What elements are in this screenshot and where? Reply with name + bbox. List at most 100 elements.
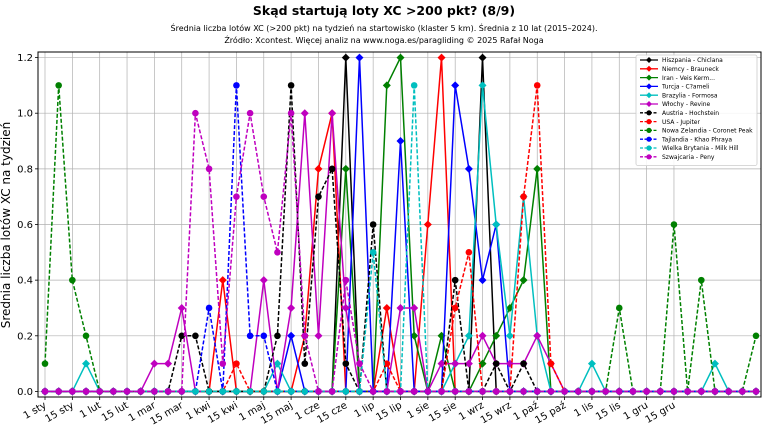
y-tick-label: 1.2	[17, 53, 33, 64]
plot-frame	[37, 51, 762, 398]
legend-box	[635, 54, 758, 166]
data-point	[260, 388, 268, 395]
data-point	[233, 360, 240, 367]
data-point	[547, 388, 555, 395]
data-point	[478, 331, 487, 340]
x-tick-label: 15 sie	[427, 400, 459, 425]
x-tick-label: 15 lip	[374, 400, 404, 423]
data-point	[233, 82, 240, 89]
data-point	[273, 359, 282, 368]
data-point	[505, 303, 514, 312]
chart-subtitle-line-2: Źródło: Xcontest. Więcej analiz na www.n…	[224, 34, 543, 45]
data-point	[437, 53, 446, 62]
grid	[38, 52, 761, 397]
data-point	[492, 360, 500, 367]
data-point	[341, 164, 350, 173]
data-point	[410, 82, 418, 89]
legend-item: Nowa Zelandia - Coronet Peak	[640, 128, 753, 135]
data-point	[369, 249, 377, 256]
data-point	[55, 388, 62, 395]
data-point	[410, 388, 418, 395]
data-point	[451, 359, 460, 368]
legend-item: Hiszpania - Chiclana	[640, 57, 723, 64]
series-line	[45, 113, 756, 393]
data-point	[547, 360, 555, 367]
data-point	[506, 388, 514, 395]
data-point	[451, 276, 459, 284]
data-point	[192, 109, 199, 117]
data-point	[315, 388, 322, 395]
data-point	[82, 388, 90, 395]
data-point	[205, 304, 213, 312]
legend-item: Szwajcaria - Peny	[640, 154, 715, 161]
data-point	[300, 109, 309, 118]
data-point	[301, 332, 309, 340]
legend-marker	[646, 136, 652, 142]
data-point	[424, 388, 432, 395]
legend-marker	[646, 65, 652, 72]
data-point	[178, 388, 186, 395]
data-point	[287, 331, 296, 340]
data-point	[382, 81, 391, 90]
data-point	[177, 303, 186, 312]
data-point	[561, 388, 568, 395]
series-group	[41, 53, 760, 396]
data-point	[369, 221, 377, 228]
x-tick-label: 15 paź	[533, 399, 568, 426]
x-tick-label: 1 lip	[353, 400, 377, 420]
data-point	[396, 53, 405, 62]
data-point	[287, 82, 295, 89]
legend-marker	[646, 83, 652, 90]
data-point	[328, 165, 336, 173]
data-point	[355, 53, 364, 62]
data-point	[69, 388, 76, 395]
legend-label: Iran - Veis Kerm...	[662, 75, 715, 82]
data-point	[233, 193, 240, 200]
data-point	[478, 81, 487, 90]
data-point	[670, 221, 678, 228]
data-point	[205, 165, 213, 173]
data-point	[519, 276, 528, 285]
legend-item: Brazylia - Formosa	[640, 92, 718, 99]
data-point	[478, 276, 487, 285]
data-point	[505, 331, 514, 340]
data-point	[629, 388, 637, 395]
y-tick-label: 0.6	[17, 220, 33, 231]
data-point	[698, 276, 705, 284]
legend-item: Austria - Hochstein	[640, 110, 719, 117]
data-point	[752, 388, 760, 395]
data-point	[328, 109, 337, 118]
data-point	[192, 388, 199, 395]
data-point	[123, 388, 131, 395]
legend-label: Wielka Brytania - Milk Hill	[662, 145, 739, 152]
data-point	[369, 388, 377, 395]
x-tick-label: 15 sty	[44, 400, 76, 425]
data-point	[82, 359, 91, 368]
x-tick-label: 15 wrz	[479, 400, 513, 426]
data-point	[739, 388, 746, 395]
data-point	[423, 220, 432, 229]
data-point	[260, 193, 268, 200]
legend-marker	[646, 74, 652, 81]
x-tick-label: 15 lis	[594, 400, 623, 423]
data-point	[246, 388, 254, 395]
x-tick-label: 15 gru	[644, 400, 678, 426]
y-ticks: 0.0 0.2 0.4 0.6 0.8 1.0 1.2	[17, 53, 38, 398]
data-point	[341, 303, 350, 312]
legend-label: Nowa Zelandia - Coronet Peak	[662, 128, 753, 135]
data-point	[342, 360, 350, 367]
data-point	[410, 303, 419, 312]
legend-marker	[646, 119, 652, 125]
legend-marker	[646, 101, 652, 107]
data-point	[670, 388, 678, 395]
data-point	[492, 388, 500, 395]
chart-title: Skąd startują loty XC >200 pkt? (8/9)	[253, 3, 515, 18]
data-point	[164, 359, 173, 368]
legend-label: Włochy - Revine	[662, 101, 711, 108]
x-tick-label: 15 maj	[259, 400, 294, 427]
legend-marker	[646, 92, 652, 99]
data-point	[55, 82, 62, 89]
data-point	[451, 304, 459, 312]
data-point	[533, 82, 541, 89]
